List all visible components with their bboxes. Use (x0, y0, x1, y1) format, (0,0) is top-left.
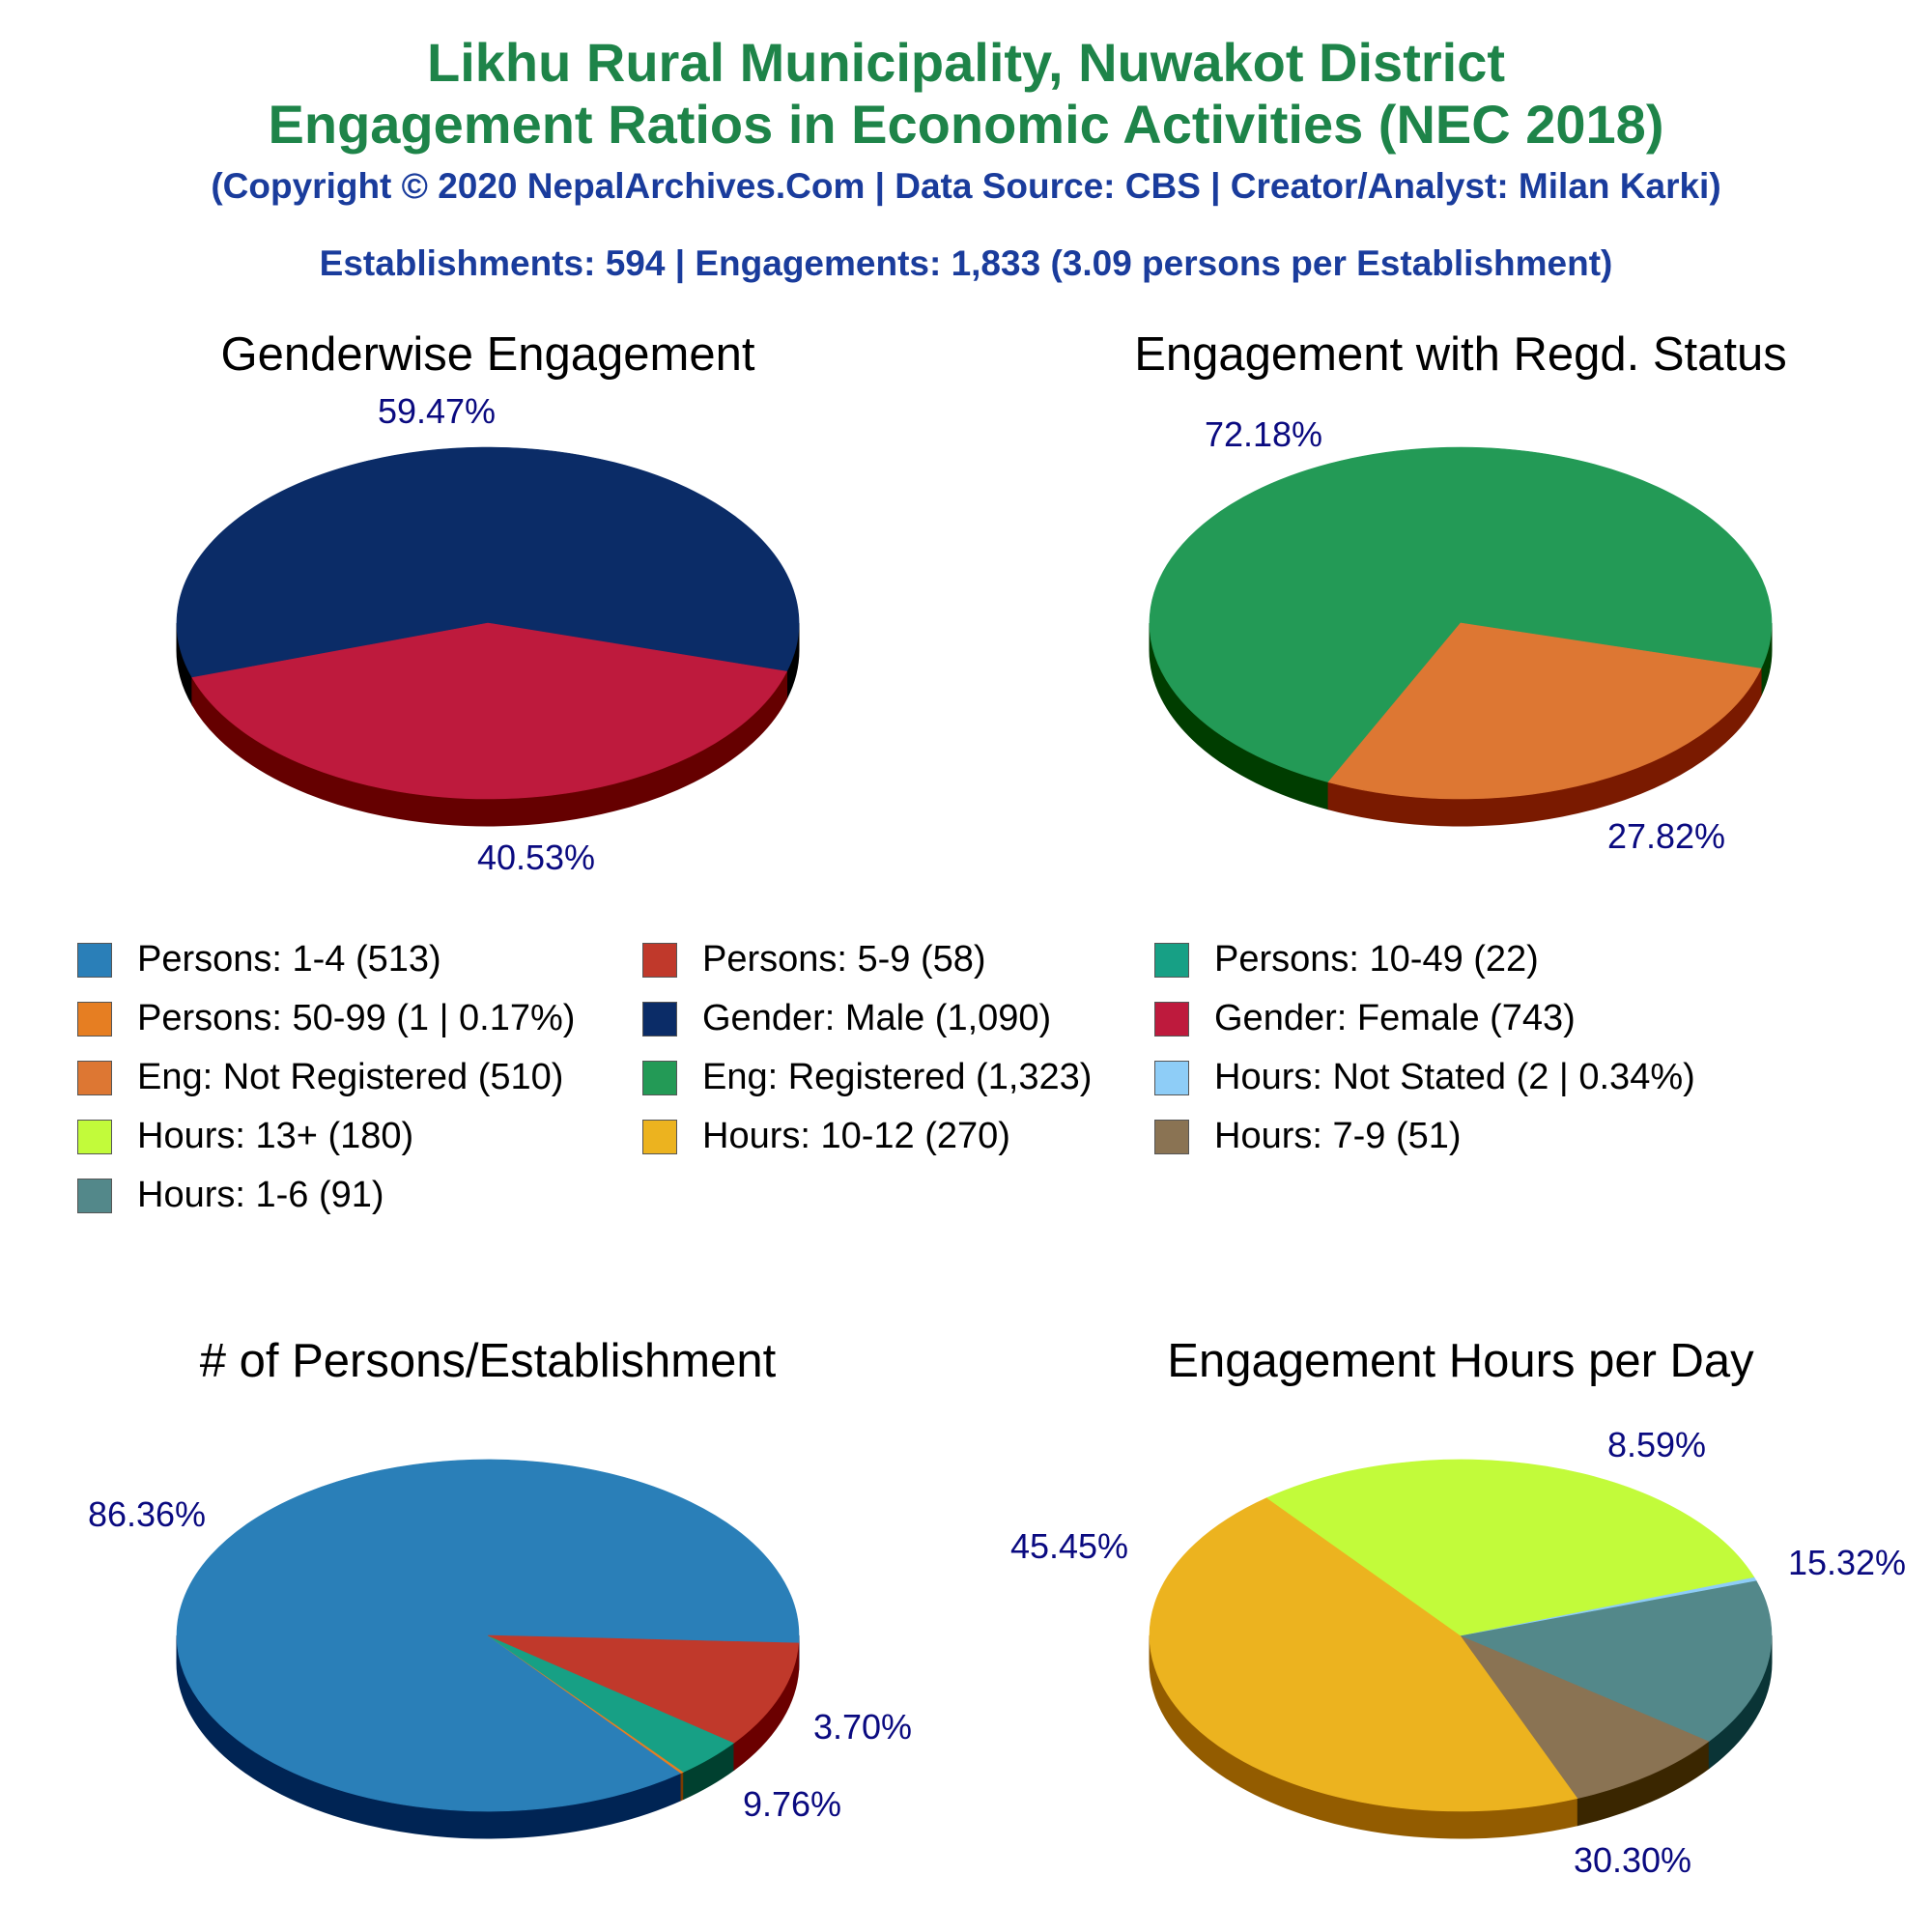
chart-title: Engagement Hours per Day (1167, 1335, 1754, 1387)
legend-item: Hours: 7-9 (51) (1154, 1116, 1462, 1157)
legend-label: Hours: 7-9 (51) (1214, 1116, 1462, 1156)
slice-percent-label: 15.32% (1788, 1543, 1906, 1582)
legend-item: Persons: 10-49 (22) (1154, 939, 1539, 980)
legend-swatch (1154, 942, 1189, 978)
legend-label: Hours: 1-6 (91) (137, 1175, 384, 1215)
legend-item: Hours: 13+ (180) (77, 1116, 413, 1157)
legend-swatch (77, 1119, 112, 1154)
legend-swatch (1154, 1060, 1189, 1095)
legend-label: Eng: Not Registered (510) (137, 1057, 564, 1097)
pie-slice (1149, 446, 1773, 783)
legend-label: Persons: 1-4 (513) (137, 939, 441, 980)
slice-percent-label: 8.59% (1607, 1425, 1706, 1464)
chart-title: Genderwise Engagement (221, 328, 755, 381)
legend-swatch (642, 1001, 677, 1037)
slice-percent-label: 9.76% (743, 1784, 841, 1824)
legend-label: Hours: Not Stated (2 | 0.34%) (1214, 1057, 1695, 1097)
pie-chart-4: Engagement Hours per Day 45.45% 8.59% 15.32… (1010, 1335, 1906, 1880)
pie-slice (1327, 622, 1762, 800)
pie-chart-2: Engagement with Regd. Status 72.18% 27.82% (1134, 328, 1787, 856)
legend-item: Persons: 1-4 (513) (77, 939, 441, 980)
slice-percent-label: 72.18% (1205, 414, 1322, 454)
main-title: Likhu Rural Municipality, Nuwakot Distri… (427, 32, 1505, 93)
legend-swatch (77, 1060, 112, 1095)
legend-item: Eng: Not Registered (510) (77, 1057, 563, 1098)
legend-swatch (1154, 1119, 1189, 1154)
pie-slice (1265, 1459, 1755, 1636)
legend-swatch (77, 1178, 112, 1213)
legend-label: Persons: 10-49 (22) (1214, 939, 1539, 980)
slice-percent-label: 27.82% (1607, 816, 1725, 856)
legend-swatch (77, 942, 112, 978)
pie-chart-1: Genderwise Engagement 59.47% 40.53% (176, 328, 800, 877)
pie-slice (1149, 1497, 1578, 1812)
slice-percent-label: 40.53% (477, 838, 595, 877)
legend-item: Hours: Not Stated (2 | 0.34%) (1154, 1057, 1695, 1098)
legend-label: Eng: Registered (1,323) (702, 1057, 1093, 1097)
pie-slice (176, 446, 800, 678)
chart-title: # of Persons/Establishment (200, 1335, 777, 1387)
slice-percent-label: 45.45% (1010, 1526, 1128, 1566)
slice-percent-label: 86.36% (88, 1494, 206, 1534)
legend-item: Gender: Male (1,090) (642, 998, 1051, 1039)
stats-line: Establishments: 594 | Engagements: 1,833… (319, 243, 1613, 283)
slice-percent-label: 59.47% (378, 391, 496, 431)
pie-slice (487, 1634, 800, 1744)
legend-item: Gender: Female (743) (1154, 998, 1576, 1039)
legend-item: Persons: 5-9 (58) (642, 939, 986, 980)
legend-label: Gender: Female (743) (1214, 998, 1576, 1038)
legend-item: Hours: 1-6 (91) (77, 1175, 384, 1216)
pie-chart-3: # of Persons/Establishment 86.36% 3.70% 9.7… (88, 1335, 912, 1839)
main-subtitle: Engagement Ratios in Economic Activities… (268, 94, 1664, 155)
legend-label: Hours: 10-12 (270) (702, 1116, 1010, 1156)
legend-item: Hours: 10-12 (270) (642, 1116, 1010, 1157)
pie-slice (191, 622, 787, 800)
legend-item: Eng: Registered (1,323) (642, 1057, 1092, 1098)
pie-slice (1459, 1579, 1773, 1742)
legend-item: Persons: 50-99 (1 | 0.17%) (77, 998, 575, 1039)
legend-label: Hours: 13+ (180) (137, 1116, 414, 1156)
legend-label: Persons: 5-9 (58) (702, 939, 986, 980)
legend-swatch (642, 1060, 677, 1095)
legend-swatch (1154, 1001, 1189, 1037)
slice-percent-label: 30.30% (1574, 1840, 1691, 1880)
slice-percent-label: 3.70% (813, 1707, 912, 1747)
copyright-line: (Copyright © 2020 NepalArchives.Com | Da… (211, 166, 1721, 206)
pie-slice (1460, 1634, 1710, 1799)
legend-label: Gender: Male (1,090) (702, 998, 1052, 1038)
legend-swatch (77, 1001, 112, 1037)
legend-swatch (642, 1119, 677, 1154)
legend-swatch (642, 942, 677, 978)
legend-label: Persons: 50-99 (1 | 0.17%) (137, 998, 576, 1038)
chart-title: Engagement with Regd. Status (1134, 328, 1787, 381)
